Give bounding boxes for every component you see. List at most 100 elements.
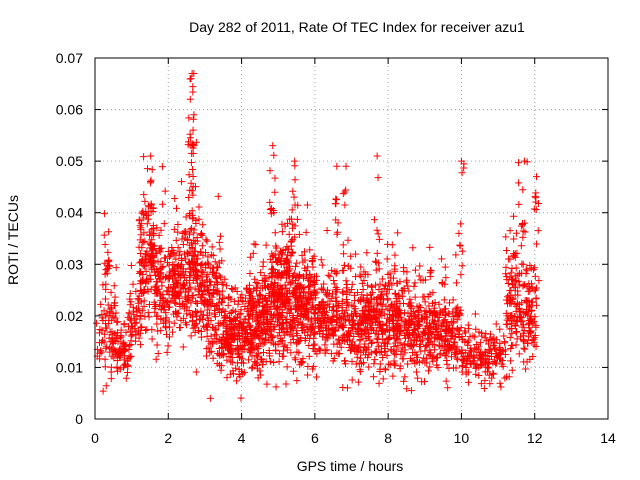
data-point bbox=[126, 315, 134, 323]
data-point bbox=[334, 228, 342, 236]
data-point bbox=[175, 324, 183, 332]
data-point bbox=[502, 270, 510, 278]
data-point bbox=[127, 298, 135, 306]
data-point bbox=[519, 260, 527, 268]
data-point bbox=[524, 339, 532, 347]
data-point bbox=[125, 346, 133, 354]
data-point bbox=[384, 240, 392, 248]
data-point bbox=[206, 298, 214, 306]
data-point bbox=[312, 373, 320, 381]
data-point bbox=[270, 358, 278, 366]
data-point bbox=[153, 289, 161, 297]
data-point bbox=[324, 271, 332, 279]
data-point bbox=[509, 316, 517, 324]
data-point bbox=[289, 336, 297, 344]
data-point bbox=[240, 318, 248, 326]
data-point bbox=[174, 244, 182, 252]
data-point bbox=[260, 325, 268, 333]
data-point bbox=[527, 316, 535, 324]
data-point bbox=[386, 361, 394, 369]
data-point bbox=[354, 320, 362, 328]
data-point bbox=[216, 308, 224, 316]
data-point bbox=[452, 364, 460, 372]
data-point bbox=[129, 280, 137, 288]
data-point bbox=[168, 250, 176, 258]
data-point bbox=[227, 316, 235, 324]
data-point bbox=[281, 257, 289, 265]
data-point bbox=[189, 267, 197, 275]
data-point bbox=[373, 334, 381, 342]
data-point bbox=[127, 341, 135, 349]
data-point bbox=[268, 332, 276, 340]
data-point bbox=[291, 277, 299, 285]
data-point bbox=[266, 283, 274, 291]
data-point bbox=[289, 249, 297, 257]
data-point bbox=[102, 266, 110, 274]
data-point bbox=[269, 333, 277, 341]
data-point bbox=[110, 336, 118, 344]
x-tick-label: 6 bbox=[311, 430, 319, 446]
data-point bbox=[272, 244, 280, 252]
data-point bbox=[191, 285, 199, 293]
x-tick-label: 2 bbox=[164, 430, 172, 446]
y-tick-label: 0.02 bbox=[56, 308, 83, 324]
data-point bbox=[195, 203, 203, 211]
data-point bbox=[139, 262, 147, 270]
data-point bbox=[388, 281, 396, 289]
data-point bbox=[301, 256, 309, 264]
data-point bbox=[501, 346, 509, 354]
data-point bbox=[223, 282, 231, 290]
data-point bbox=[224, 333, 232, 341]
data-point bbox=[412, 334, 420, 342]
data-point bbox=[130, 307, 138, 315]
data-point bbox=[190, 252, 198, 260]
data-point bbox=[140, 191, 148, 199]
data-point bbox=[107, 363, 115, 371]
data-point bbox=[502, 296, 510, 304]
data-point bbox=[368, 289, 376, 297]
data-point bbox=[396, 278, 404, 286]
data-point bbox=[343, 284, 351, 292]
data-point bbox=[249, 315, 257, 323]
data-point bbox=[204, 317, 212, 325]
data-point bbox=[125, 309, 133, 317]
data-point bbox=[472, 370, 480, 378]
data-point bbox=[127, 332, 135, 340]
data-point bbox=[272, 269, 280, 277]
data-point bbox=[309, 255, 317, 263]
data-point bbox=[372, 266, 380, 274]
data-point bbox=[404, 331, 412, 339]
data-point bbox=[507, 300, 515, 308]
data-points bbox=[92, 69, 543, 402]
data-point bbox=[442, 348, 450, 356]
data-point bbox=[215, 259, 223, 267]
data-point bbox=[152, 355, 160, 363]
data-point bbox=[210, 290, 218, 298]
data-point bbox=[466, 352, 474, 360]
data-point bbox=[530, 341, 538, 349]
data-point bbox=[438, 278, 446, 286]
data-point bbox=[185, 306, 193, 314]
data-point bbox=[172, 299, 180, 307]
data-point bbox=[358, 307, 366, 315]
data-point bbox=[520, 358, 528, 366]
data-point bbox=[277, 286, 285, 294]
data-point bbox=[331, 200, 339, 208]
data-point bbox=[126, 289, 134, 297]
data-point bbox=[415, 322, 423, 330]
data-point bbox=[329, 357, 337, 365]
data-point bbox=[236, 353, 244, 361]
data-point bbox=[187, 299, 195, 307]
data-point bbox=[403, 268, 411, 276]
data-point bbox=[434, 364, 442, 372]
data-point bbox=[188, 225, 196, 233]
data-point bbox=[357, 348, 365, 356]
data-point bbox=[226, 341, 234, 349]
data-point bbox=[316, 346, 324, 354]
data-point bbox=[403, 385, 411, 393]
data-point bbox=[271, 229, 279, 237]
data-point bbox=[206, 291, 214, 299]
data-point bbox=[344, 236, 352, 244]
data-point bbox=[113, 364, 121, 372]
